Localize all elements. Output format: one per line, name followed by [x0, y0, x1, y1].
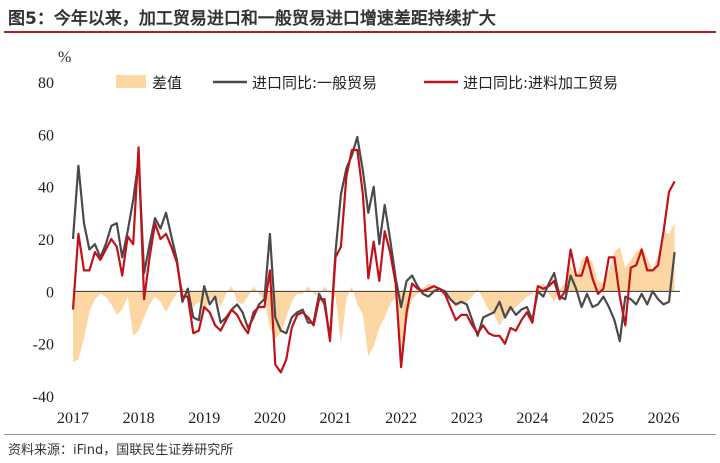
footer-rule — [4, 434, 716, 435]
x-tick-label: 2025 — [582, 410, 614, 427]
legend-label-diff: 差值 — [152, 74, 182, 92]
diff-area-layer — [73, 223, 675, 362]
y-tick-label: -40 — [33, 389, 54, 406]
y-tick-label: 20 — [38, 232, 54, 249]
x-tick-label: 2026 — [648, 410, 680, 427]
x-tick-label: 2021 — [319, 410, 351, 427]
x-tick-label: 2024 — [516, 410, 548, 427]
x-tick-label: 2018 — [123, 410, 155, 427]
y-tick-label: 80 — [38, 75, 54, 92]
line-layer — [71, 135, 676, 374]
legend: 差值 进口同比:一般贸易 进口同比:进料加工贸易 — [116, 74, 618, 92]
y-tick-label: -20 — [33, 337, 54, 354]
y-tick-label: 0 — [46, 284, 54, 301]
axis-layer: % -40 -20 0 20 40 60 80 2017 2018 2019 2020 2021 2022… — [33, 49, 680, 427]
source-note: 资料来源：iFind，国联民生证券研究所 — [8, 443, 234, 458]
title-rule — [4, 31, 716, 33]
legend-label-general-trade: 进口同比:一般贸易 — [252, 74, 377, 92]
x-tick-label: 2022 — [385, 410, 417, 427]
x-tick-label: 2017 — [57, 410, 89, 427]
chart-title: 图5：今年以来，加工贸易进口和一般贸易进口增速差距持续扩大 — [8, 9, 496, 29]
x-tick-label: 2020 — [254, 410, 286, 427]
legend-swatch-diff — [116, 75, 146, 88]
x-tick-label: 2019 — [188, 410, 220, 427]
series-line-general-trade — [71, 135, 676, 343]
y-tick-label: 40 — [38, 180, 54, 197]
series-line-processing-trade — [71, 146, 676, 374]
x-tick-label: 2023 — [451, 410, 483, 427]
y-axis-unit: % — [58, 49, 71, 66]
y-tick-label: 60 — [38, 127, 54, 144]
legend-label-processing-trade: 进口同比:进料加工贸易 — [463, 74, 618, 92]
series-area-diff — [73, 223, 675, 362]
